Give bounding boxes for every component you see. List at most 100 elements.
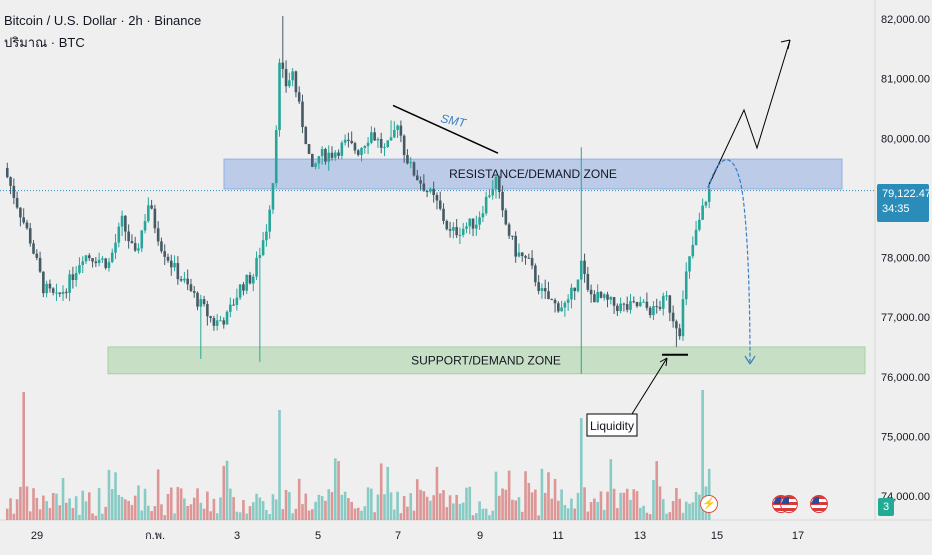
volume-bar — [576, 492, 580, 520]
volume-bar — [271, 494, 275, 520]
candle-body — [432, 188, 435, 196]
volume-bar — [58, 505, 62, 520]
volume-bar — [245, 513, 249, 520]
support-zone-label: SUPPORT/DEMAND ZONE — [411, 353, 561, 367]
volume-bar — [353, 508, 357, 520]
candle-body — [573, 287, 577, 292]
volume-bar — [629, 499, 632, 520]
candle-body — [294, 71, 298, 93]
candle-body — [422, 183, 426, 192]
candle-body — [124, 215, 127, 232]
candle-body — [127, 231, 130, 242]
candle-body — [465, 226, 468, 229]
volume-bar — [602, 509, 606, 520]
volume-bar — [212, 498, 216, 520]
candle-body — [297, 92, 301, 102]
volume-bar — [291, 513, 294, 520]
volume-bar — [265, 509, 268, 520]
candle-body — [429, 188, 432, 192]
volume-bar — [412, 510, 416, 520]
candle-body — [694, 229, 698, 245]
candle-body — [370, 132, 373, 143]
candle-body — [74, 272, 78, 281]
volume-bar — [471, 515, 475, 520]
volume-bar — [573, 508, 577, 520]
candle-body — [268, 209, 271, 232]
volume-bar — [658, 486, 662, 520]
lightning-icon[interactable]: ⚡ — [700, 495, 718, 513]
candle-body — [258, 255, 262, 258]
us-flag-icon[interactable] — [780, 495, 798, 513]
candle-body — [452, 227, 455, 231]
volume-bar — [281, 509, 285, 520]
volume-bar — [491, 510, 495, 520]
candle-body — [501, 191, 504, 211]
candle-body — [12, 185, 16, 198]
candle-body — [484, 196, 488, 214]
volume-bar — [455, 494, 458, 520]
chart-title: Bitcoin / U.S. Dollar · 2h · Binance — [4, 13, 202, 28]
volume-bar — [547, 472, 550, 520]
volume-bar — [304, 493, 308, 520]
volume-bar — [94, 515, 98, 520]
volume-bar — [435, 466, 439, 520]
volume-bar — [419, 489, 422, 520]
candle-body — [701, 205, 704, 220]
candle-body — [655, 306, 659, 308]
volume-bar — [350, 501, 353, 520]
volume-bar — [635, 491, 639, 520]
volume-bar — [284, 489, 288, 520]
volume-bar — [45, 501, 48, 520]
candle-body — [376, 139, 380, 141]
candle-body — [307, 144, 311, 154]
projection-down — [707, 159, 751, 363]
candle-body — [435, 195, 439, 201]
candle-body — [281, 62, 285, 69]
volume-bar — [438, 493, 442, 520]
volume-bar — [701, 390, 704, 520]
candle-body — [202, 299, 206, 305]
candle-body — [71, 274, 75, 281]
candle-body — [406, 155, 409, 164]
y-tick-label: 78,000.00 — [881, 253, 930, 265]
volume-bar — [527, 482, 531, 520]
candle-body — [530, 258, 534, 266]
volume-bar — [442, 490, 445, 520]
candle-body — [183, 278, 186, 281]
projection-up — [707, 39, 791, 188]
volume-bar — [376, 494, 380, 520]
candle-body — [229, 304, 232, 312]
candle-body — [192, 290, 196, 293]
volume-bar — [681, 512, 685, 520]
candle-body — [324, 148, 327, 162]
candle-body — [383, 147, 386, 149]
candle-body — [393, 129, 396, 138]
candle-body — [225, 311, 229, 325]
volume-bar — [232, 497, 235, 520]
volume-bar — [274, 499, 278, 520]
candle-body — [166, 256, 170, 261]
candle-body — [461, 228, 465, 235]
candle-body — [668, 295, 672, 313]
us-flag-icon[interactable] — [810, 495, 828, 513]
volume-bar — [609, 459, 613, 520]
volume-bar — [137, 485, 140, 520]
candle-body — [101, 258, 104, 260]
volume-bar — [55, 493, 58, 520]
last-price-value: 79,122.47 — [882, 188, 931, 200]
volume-legend: ปริมาณ · BTC — [4, 35, 85, 50]
candle-body — [442, 208, 445, 221]
candle-body — [665, 295, 668, 297]
volume-bar — [120, 496, 124, 520]
candle-body — [51, 288, 55, 293]
candle-body — [635, 301, 639, 307]
candle-body — [350, 140, 353, 144]
candle-body — [511, 235, 514, 237]
candle-body — [35, 253, 39, 258]
candle-body — [550, 299, 554, 301]
x-tick-label: 3 — [234, 530, 240, 542]
volume-bar — [114, 472, 117, 520]
volume-bar — [612, 488, 616, 520]
